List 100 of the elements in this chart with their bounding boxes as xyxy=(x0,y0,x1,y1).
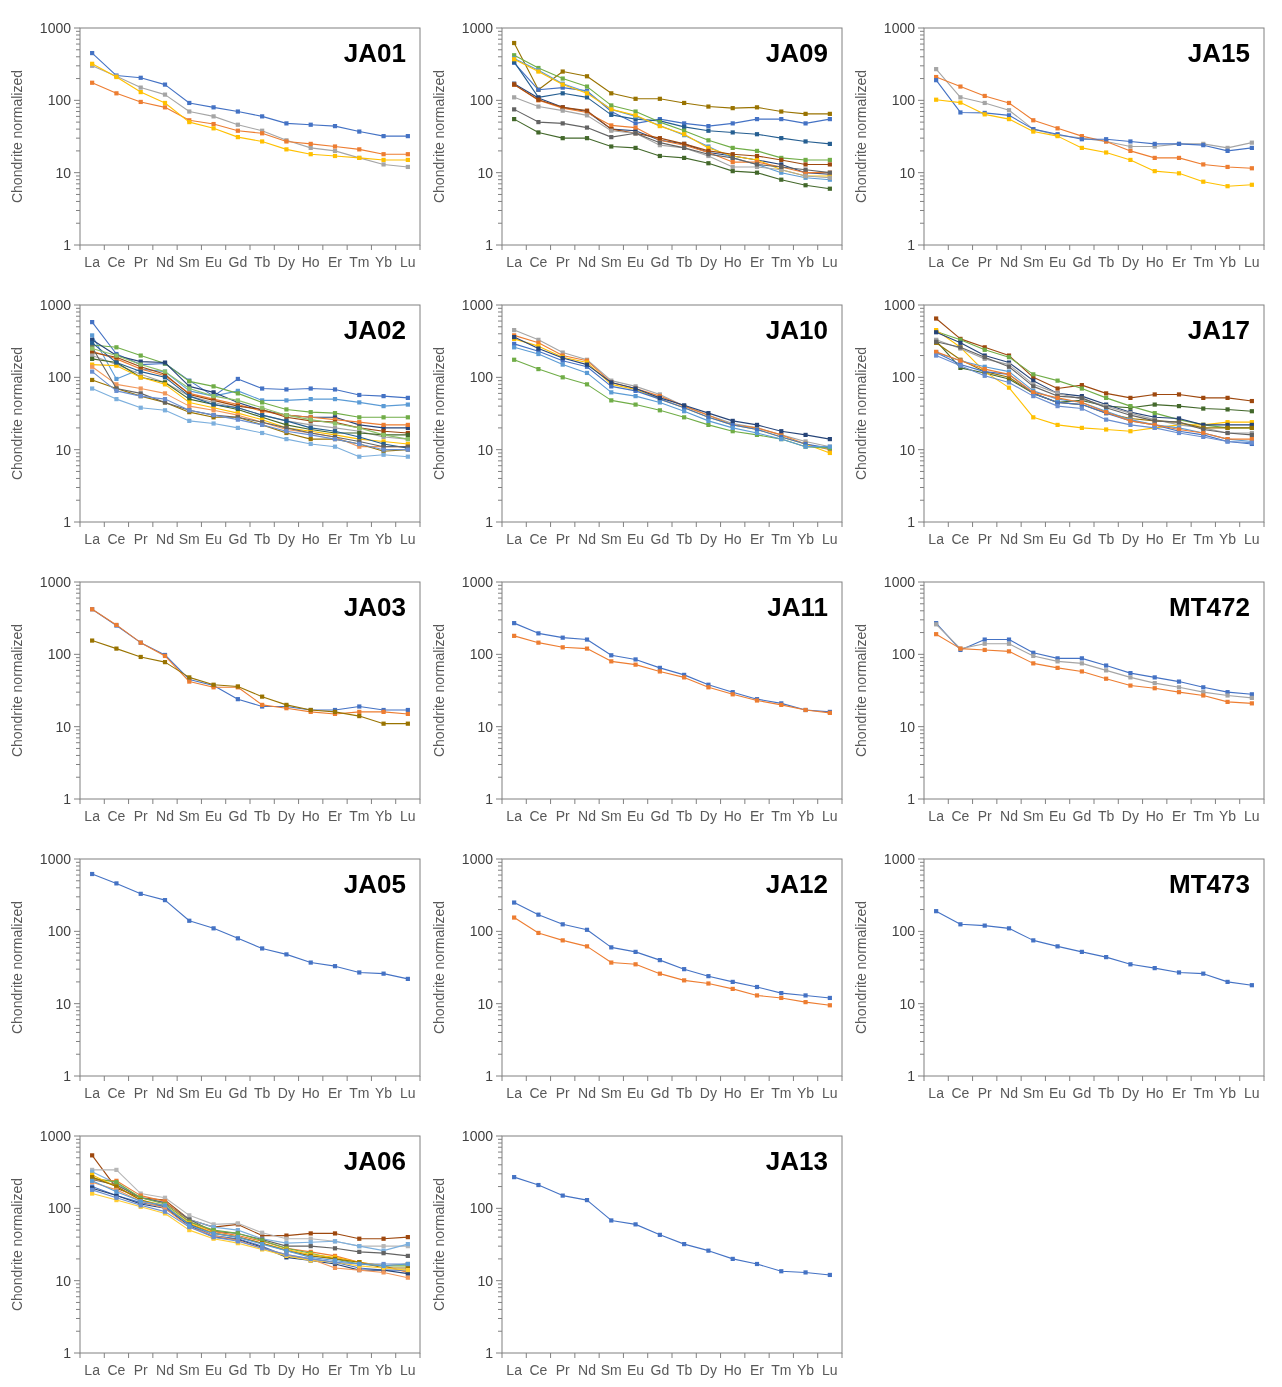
x-tick-label: Eu xyxy=(205,531,223,547)
x-tick-label: Lu xyxy=(400,531,416,547)
x-tick-label: Ho xyxy=(301,254,320,270)
y-tick-label: 10 xyxy=(55,1272,72,1289)
y-tick-label: 100 xyxy=(469,1200,494,1217)
y-tick-label: 1 xyxy=(485,1344,494,1361)
x-tick-label: Dy xyxy=(277,254,295,270)
x-tick-label: Yb xyxy=(797,808,815,824)
x-tick-label: Tm xyxy=(771,254,792,270)
x-tick-label: Pr xyxy=(133,531,149,547)
chart-title: JA11 xyxy=(767,592,828,622)
x-tick-label: Yb xyxy=(375,808,393,824)
x-tick-label: Tm xyxy=(349,1085,370,1101)
y-tick-label: 10 xyxy=(477,718,494,735)
x-tick-label: La xyxy=(84,254,101,270)
x-tick-label: Er xyxy=(328,1362,343,1378)
x-tick-label: Tb xyxy=(675,254,693,270)
x-tick-label: Dy xyxy=(1121,1085,1139,1101)
x-tick-label: Lu xyxy=(1244,808,1260,824)
chart-title: JA10 xyxy=(765,315,828,345)
x-tick-label: Eu xyxy=(205,1085,223,1101)
y-tick-label: 1 xyxy=(63,1344,72,1361)
x-tick-label: Ho xyxy=(723,254,742,270)
y-tick-label: 1 xyxy=(63,236,72,253)
x-tick-label: Lu xyxy=(1244,531,1260,547)
y-tick-label: 1000 xyxy=(461,850,494,867)
x-tick-label: Tm xyxy=(349,254,370,270)
chart-title: JA03 xyxy=(343,592,406,622)
x-tick-label: Nd xyxy=(156,1085,174,1101)
y-tick-label: 100 xyxy=(469,92,494,109)
x-tick-label: Er xyxy=(750,1085,765,1101)
y-tick-label: 100 xyxy=(47,923,72,940)
x-tick-label: Eu xyxy=(205,254,223,270)
x-tick-label: Er xyxy=(328,254,343,270)
x-tick-label: Ho xyxy=(1145,1085,1164,1101)
y-tick-label: 1 xyxy=(63,513,72,530)
y-tick-label: 1 xyxy=(485,790,494,807)
x-tick-label: Ho xyxy=(1145,808,1164,824)
x-tick-label: Dy xyxy=(1121,254,1139,270)
x-tick-label: Yb xyxy=(797,1362,815,1378)
x-tick-label: Gd xyxy=(1072,254,1092,270)
x-tick-label: Dy xyxy=(277,531,295,547)
y-tick-label: 100 xyxy=(47,92,72,109)
x-tick-label: Er xyxy=(1172,1085,1187,1101)
x-tick-label: Er xyxy=(1172,254,1187,270)
x-tick-label: Er xyxy=(328,531,343,547)
y-axis-title: Chondrite normalized xyxy=(9,346,25,481)
x-tick-label: Dy xyxy=(699,531,717,547)
x-tick-label: Er xyxy=(328,808,343,824)
y-tick-label: 10 xyxy=(899,718,916,735)
x-tick-label: Yb xyxy=(375,254,393,270)
x-tick-label: La xyxy=(506,1362,523,1378)
y-tick-label: 100 xyxy=(469,646,494,663)
x-tick-label: Ho xyxy=(723,1085,742,1101)
x-tick-label: Ho xyxy=(301,1085,320,1101)
x-tick-label: Eu xyxy=(627,808,645,824)
x-tick-label: Gd xyxy=(1072,531,1092,547)
x-tick-label: Yb xyxy=(797,531,815,547)
x-tick-label: Ce xyxy=(107,1362,126,1378)
x-tick-label: Nd xyxy=(1000,531,1018,547)
x-tick-label: Nd xyxy=(1000,1085,1018,1101)
x-tick-label: Tb xyxy=(1097,254,1115,270)
x-tick-label: Eu xyxy=(1049,531,1067,547)
x-tick-label: Nd xyxy=(156,1362,174,1378)
x-tick-label: Pr xyxy=(555,531,571,547)
x-tick-label: Pr xyxy=(555,254,571,270)
y-axis-title: Chondrite normalized xyxy=(431,1177,447,1312)
x-tick-label: Tb xyxy=(675,1362,693,1378)
x-tick-label: Pr xyxy=(555,1362,571,1378)
x-tick-label: Eu xyxy=(205,1362,223,1378)
x-tick-label: La xyxy=(928,531,945,547)
x-tick-label: Gd xyxy=(650,808,670,824)
x-tick-label: Pr xyxy=(133,1362,149,1378)
chart-title: JA17 xyxy=(1187,315,1250,345)
x-tick-label: Yb xyxy=(375,531,393,547)
x-tick-label: Sm xyxy=(178,808,200,824)
x-tick-label: La xyxy=(506,808,523,824)
x-tick-label: Ce xyxy=(529,531,548,547)
x-tick-label: Sm xyxy=(600,1085,622,1101)
x-tick-label: La xyxy=(506,1085,523,1101)
x-tick-label: La xyxy=(928,254,945,270)
x-tick-label: Lu xyxy=(1244,254,1260,270)
x-tick-label: La xyxy=(928,808,945,824)
x-tick-label: Tb xyxy=(253,808,271,824)
x-tick-label: Lu xyxy=(400,254,416,270)
x-tick-label: Dy xyxy=(277,1362,295,1378)
x-tick-label: Yb xyxy=(797,1085,815,1101)
x-tick-label: Pr xyxy=(977,808,993,824)
x-tick-label: Sm xyxy=(1022,1085,1044,1101)
x-tick-label: Ce xyxy=(107,1085,126,1101)
x-tick-label: Ce xyxy=(951,1085,970,1101)
y-axis-title: Chondrite normalized xyxy=(431,900,447,1035)
y-axis-title: Chondrite normalized xyxy=(9,69,25,204)
x-tick-label: Dy xyxy=(699,808,717,824)
x-tick-label: Er xyxy=(750,531,765,547)
y-tick-label: 100 xyxy=(891,369,916,386)
y-tick-label: 10 xyxy=(55,441,72,458)
y-tick-label: 1 xyxy=(907,1067,916,1084)
x-tick-label: Gd xyxy=(228,1362,248,1378)
x-tick-label: Nd xyxy=(578,1362,596,1378)
